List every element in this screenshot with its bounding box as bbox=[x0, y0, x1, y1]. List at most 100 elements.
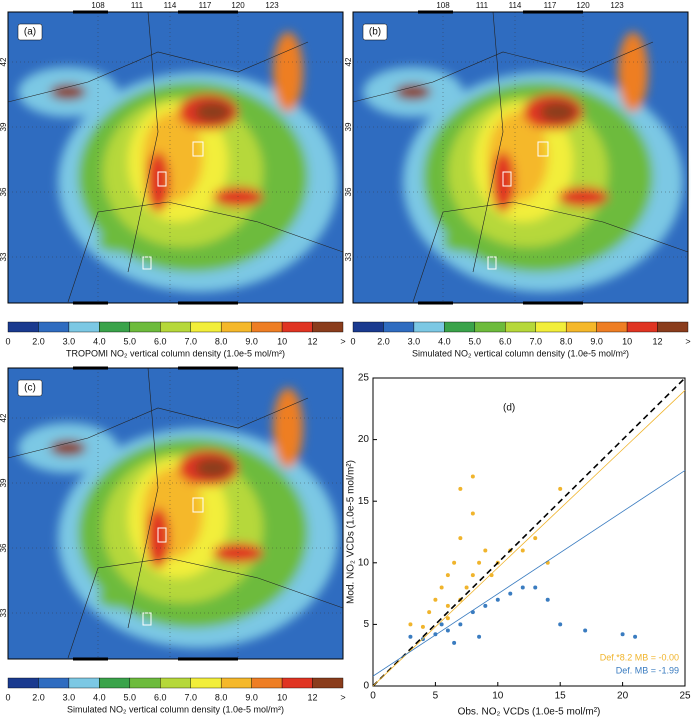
point bbox=[558, 486, 563, 491]
colorbar-swatch bbox=[535, 321, 567, 333]
lat-tick-label: 39 bbox=[0, 478, 8, 487]
colorbar-label: 7.0 bbox=[184, 336, 197, 346]
point bbox=[427, 610, 432, 615]
lat-tick-label: 39 bbox=[0, 122, 8, 131]
colorbar-label: 8.0 bbox=[215, 692, 228, 702]
y-tick-label: 15 bbox=[358, 496, 370, 507]
colorbar-swatch bbox=[444, 321, 476, 333]
colorbar-swatch bbox=[99, 321, 131, 333]
colorbar-swatch bbox=[68, 677, 100, 689]
point bbox=[620, 632, 625, 637]
colorbar-label: 5.0 bbox=[124, 336, 137, 346]
colorbar-swatch bbox=[626, 321, 658, 333]
y-axis-title: Mod. NO₂ VCDs (1.0e-5 mol/m²) bbox=[346, 460, 357, 604]
lon-tick-label: 114 bbox=[509, 1, 522, 10]
legend-entry: Def. MB = -1.99 bbox=[616, 665, 679, 675]
lat-tick-label: 36 bbox=[0, 187, 8, 196]
map-frame bbox=[7, 11, 344, 304]
colorbar-swatch bbox=[220, 321, 252, 333]
point bbox=[520, 548, 525, 553]
point bbox=[477, 634, 482, 639]
colorbar-label: 2.0 bbox=[32, 692, 45, 702]
lon-tick-label: 111 bbox=[476, 1, 489, 10]
point bbox=[458, 536, 463, 541]
point bbox=[408, 622, 413, 627]
x-tick-label: 0 bbox=[370, 691, 376, 702]
lon-tick-label: 123 bbox=[610, 1, 624, 10]
map-field bbox=[8, 12, 343, 303]
colorbar-swatch bbox=[68, 321, 100, 333]
colorbar-label: 4.0 bbox=[93, 692, 106, 702]
point bbox=[483, 548, 488, 553]
y-tick-label: 10 bbox=[358, 557, 370, 568]
colorbar-swatch bbox=[220, 677, 252, 689]
colorbar-title: Simulated NO₂ vertical column density (1… bbox=[67, 704, 284, 714]
map-frame bbox=[7, 367, 344, 660]
lat-tick-label: 33 bbox=[344, 252, 353, 261]
point bbox=[508, 591, 513, 596]
legend-entry: Def.*8.2 MB = -0.00 bbox=[600, 652, 679, 662]
lon-tick-label: 120 bbox=[576, 1, 590, 10]
colorbar-swatch bbox=[596, 321, 628, 333]
colorbar-label: > bbox=[340, 336, 345, 346]
colorbar-title: Simulated NO₂ vertical column density (1… bbox=[412, 348, 629, 358]
colorbar-swatch bbox=[38, 321, 70, 333]
colorbar-swatch bbox=[565, 321, 597, 333]
point bbox=[633, 634, 638, 639]
map-panel: (a) 108 111 114 117 120 123 42 39 36 33 bbox=[0, 1, 344, 305]
lon-tick-label: 117 bbox=[544, 1, 557, 10]
lon-tick-label: 117 bbox=[199, 1, 212, 10]
colorbar-swatch bbox=[312, 677, 344, 689]
label-box bbox=[17, 379, 43, 397]
y-tick-label: 0 bbox=[363, 681, 369, 692]
fit-line bbox=[372, 390, 686, 687]
panel-label: (b) bbox=[369, 27, 381, 38]
colorbar-swatch bbox=[160, 677, 191, 689]
colorbar-swatch bbox=[383, 321, 415, 333]
x-tick-label: 5 bbox=[433, 691, 439, 702]
x-tick-label: 10 bbox=[492, 691, 504, 702]
lon-tick-label: 120 bbox=[231, 1, 245, 10]
point bbox=[545, 597, 550, 602]
colorbar-label: 12 bbox=[653, 336, 663, 346]
colorbar-label: 9.0 bbox=[590, 336, 603, 346]
colorbar-swatch bbox=[657, 321, 689, 333]
colorbar-swatch bbox=[413, 321, 445, 333]
colorbar-title: TROPOMI NO₂ vertical column density (1.0… bbox=[66, 348, 285, 358]
point bbox=[583, 628, 588, 633]
label-box bbox=[362, 23, 388, 41]
x-tick-label: 25 bbox=[679, 691, 691, 702]
colorbar-label: 3.0 bbox=[63, 336, 76, 346]
colorbar-swatch bbox=[312, 321, 344, 333]
fit-line bbox=[372, 377, 686, 687]
lat-tick-label: 33 bbox=[0, 608, 8, 617]
y-tick-label: 20 bbox=[358, 434, 370, 445]
colorbar-swatch bbox=[160, 321, 191, 333]
lat-tick-label: 36 bbox=[0, 543, 8, 552]
point bbox=[533, 585, 538, 590]
colorbar-label: > bbox=[340, 692, 345, 702]
colorbar-label: 8.0 bbox=[215, 336, 228, 346]
lon-tick-label: 123 bbox=[265, 1, 279, 10]
colorbar-label: 4.0 bbox=[438, 336, 451, 346]
point bbox=[533, 536, 538, 541]
colorbar-label: 8.0 bbox=[560, 336, 573, 346]
point bbox=[495, 597, 500, 602]
point bbox=[445, 616, 450, 621]
colorbar-label: 4.0 bbox=[93, 336, 106, 346]
colorbar-swatch bbox=[190, 677, 222, 689]
colorbar-swatch bbox=[352, 321, 384, 333]
colorbar-label: 6.0 bbox=[154, 692, 167, 702]
lon-tick-label: 111 bbox=[131, 1, 144, 10]
colorbar-label: 12 bbox=[308, 336, 318, 346]
colorbar-swatch bbox=[474, 321, 506, 333]
colorbar-label: 2.0 bbox=[32, 336, 45, 346]
colorbar-label: 0 bbox=[5, 336, 10, 346]
lat-tick-label: 42 bbox=[0, 413, 8, 422]
panel-label: (d) bbox=[503, 403, 515, 414]
panel-label: (a) bbox=[24, 27, 36, 38]
point bbox=[445, 603, 450, 608]
point bbox=[458, 622, 463, 627]
colorbar-label: 5.0 bbox=[124, 692, 137, 702]
